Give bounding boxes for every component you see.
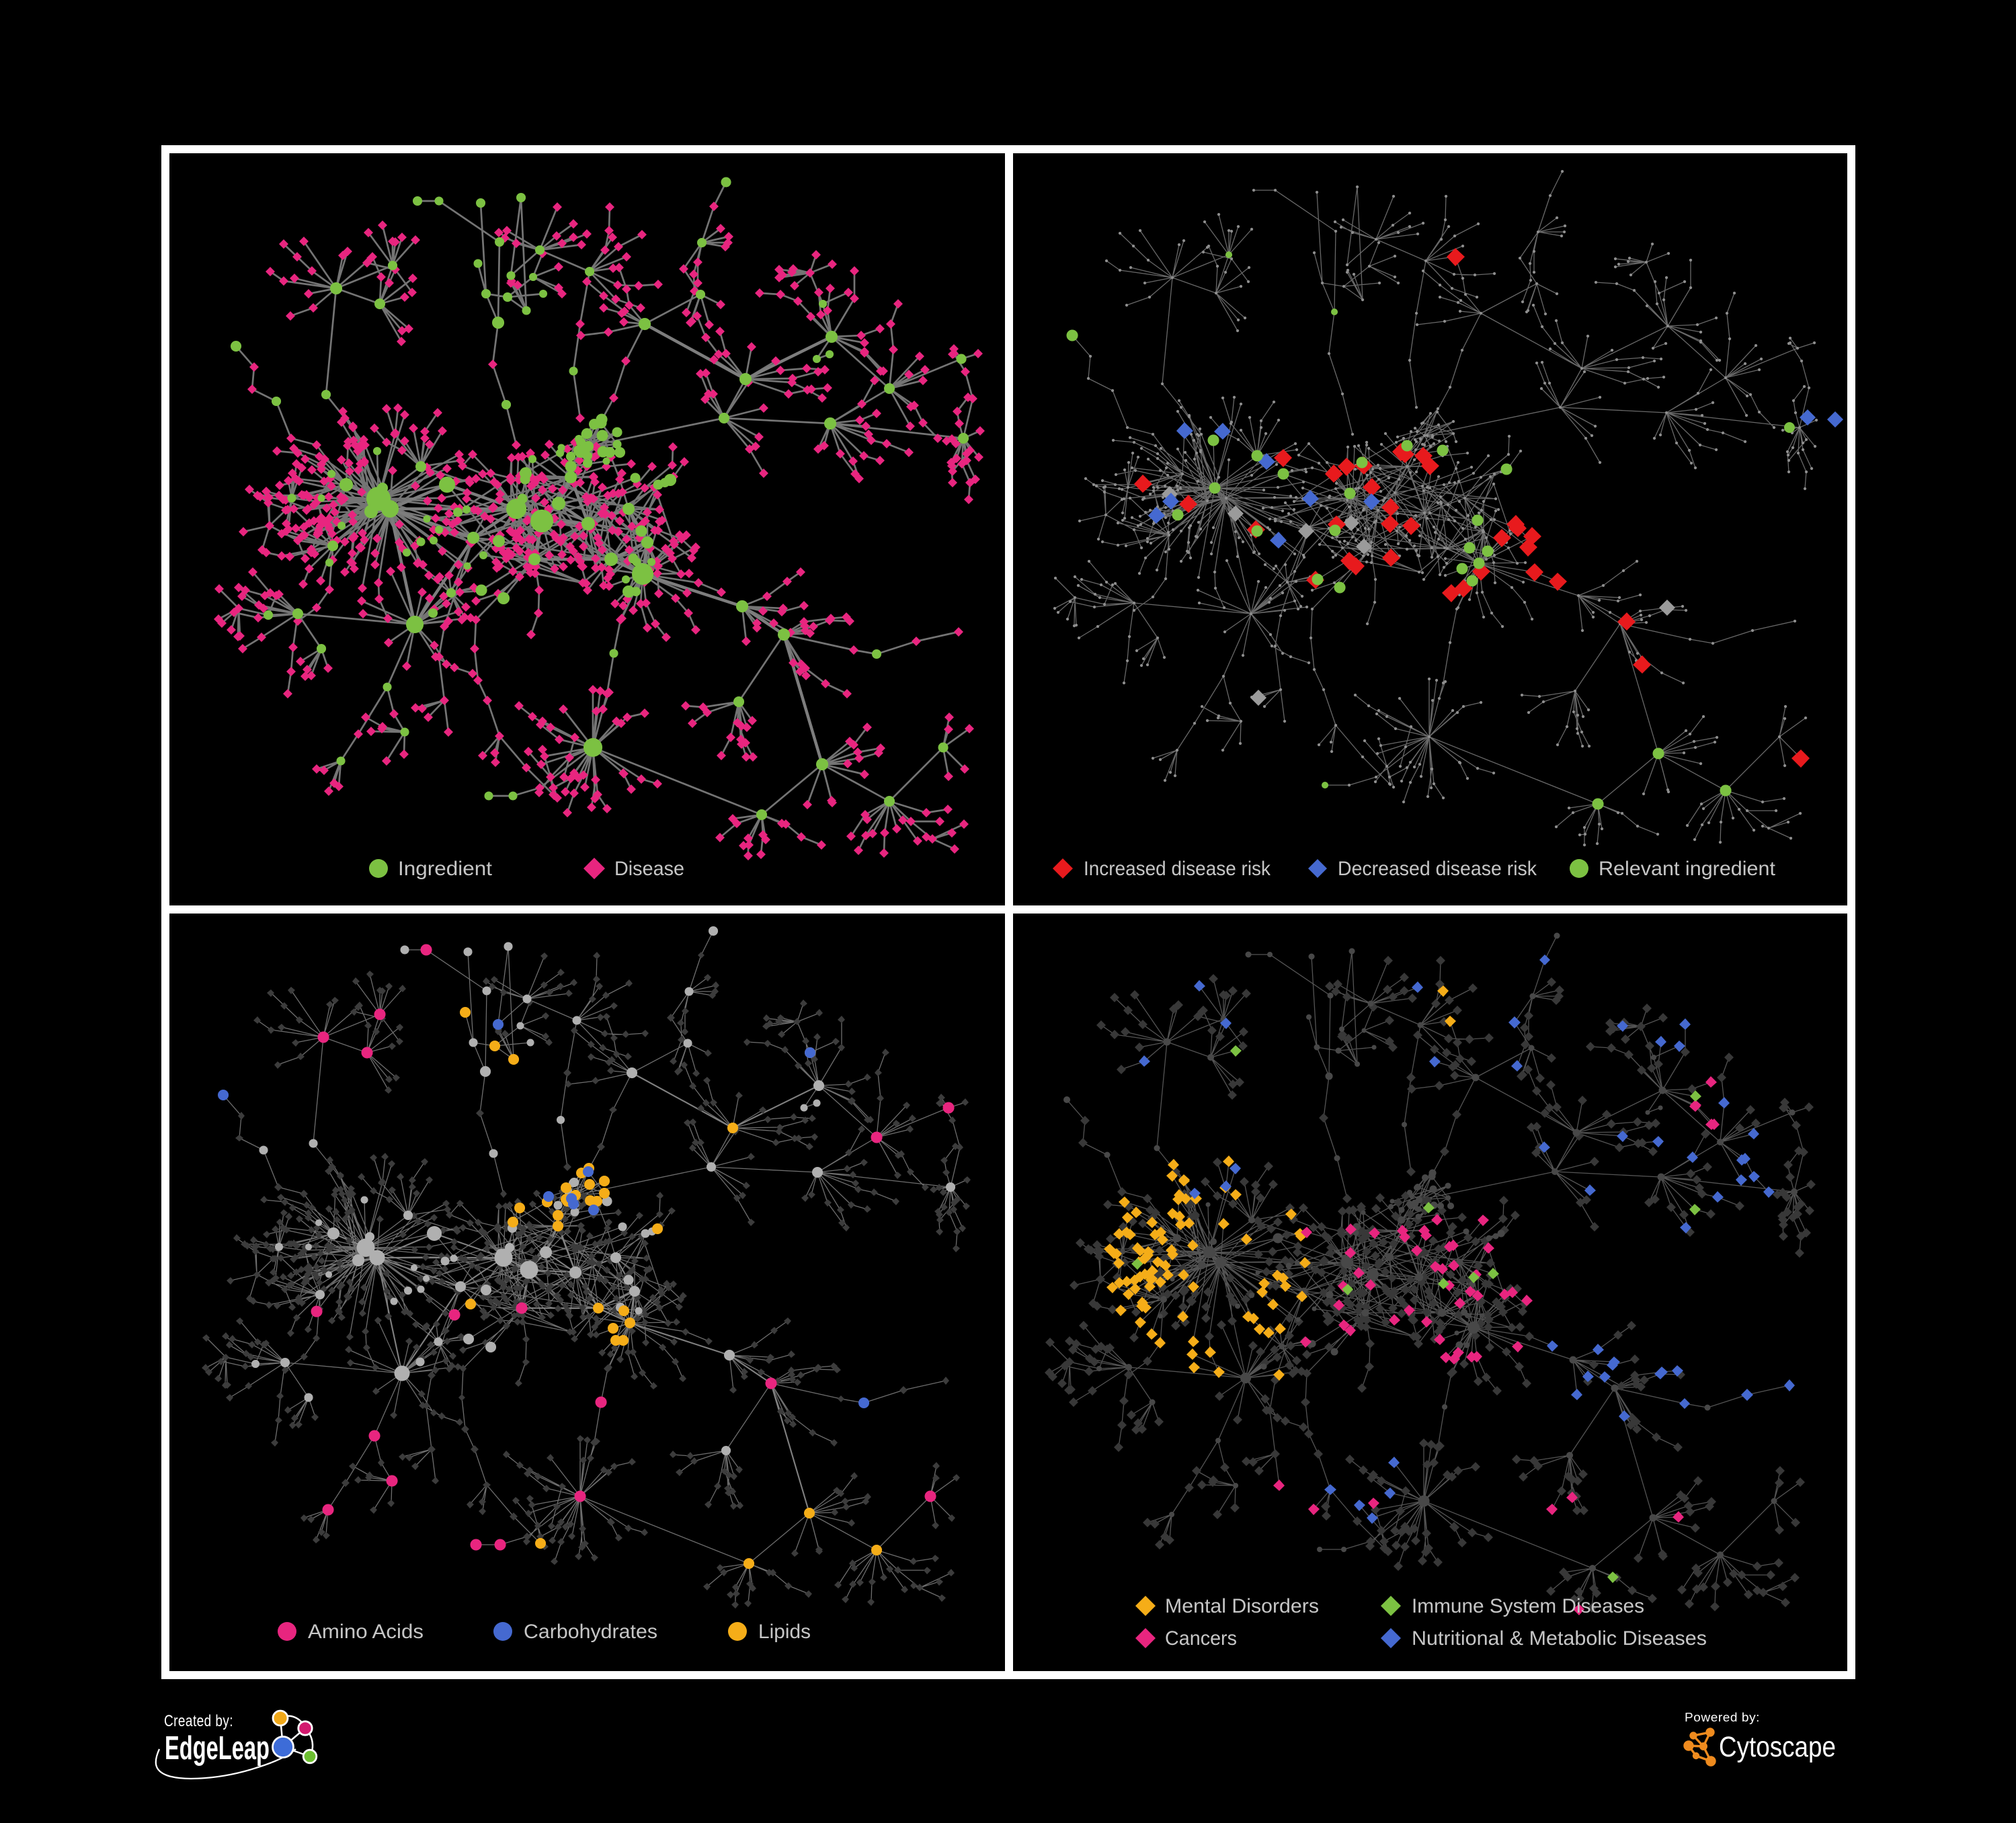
svg-text:Disease: Disease — [614, 858, 684, 880]
svg-text:Mental Disorders: Mental Disorders — [1165, 1595, 1319, 1617]
svg-text:Created by:: Created by: — [164, 1712, 233, 1730]
svg-text:Carbohydrates: Carbohydrates — [524, 1621, 657, 1643]
svg-text:Lipids: Lipids — [758, 1621, 811, 1643]
svg-text:Powered by:: Powered by: — [1685, 1711, 1760, 1724]
svg-text:Immune System Diseases: Immune System Diseases — [1412, 1595, 1644, 1617]
svg-text:Nutritional & Metabolic Diseas: Nutritional & Metabolic Diseases — [1412, 1627, 1707, 1650]
svg-text:Cytoscape: Cytoscape — [1719, 1731, 1836, 1763]
svg-text:EdgeLeap: EdgeLeap — [165, 1730, 270, 1767]
svg-text:Increased disease risk: Increased disease risk — [1084, 858, 1271, 880]
svg-text:Ingredient: Ingredient — [398, 858, 493, 880]
svg-text:Cancers: Cancers — [1165, 1627, 1237, 1650]
svg-text:Relevant ingredient: Relevant ingredient — [1599, 858, 1776, 880]
svg-text:Amino Acids: Amino Acids — [308, 1621, 424, 1643]
svg-text:Decreased disease risk: Decreased disease risk — [1338, 858, 1537, 880]
